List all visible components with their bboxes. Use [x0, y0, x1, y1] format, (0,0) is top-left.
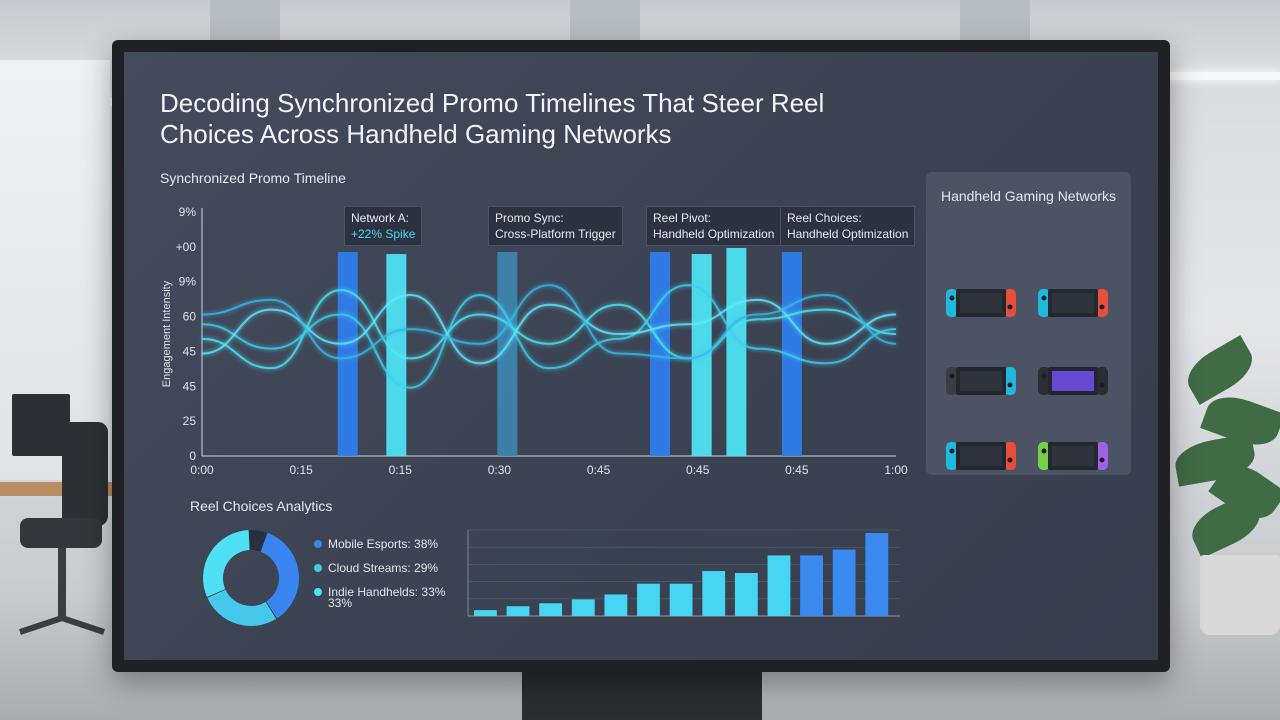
analytics-bar: [474, 610, 497, 616]
callout-title: Network A:: [351, 211, 410, 225]
engagement-wave-line: [201, 284, 897, 389]
analytics-bar: [865, 532, 889, 616]
callout-value: +22% Spike: [351, 227, 416, 241]
x-tick-label: 0:00: [190, 463, 214, 477]
timeline-label: Synchronized Promo Timeline: [160, 170, 346, 186]
x-tick-label: 0:15: [389, 463, 413, 477]
networks-panel: Handheld Gaming Networks: [926, 172, 1131, 475]
legend-item-mobile-esports: Mobile Esports: 38%: [314, 532, 464, 556]
callout-network-a: Network A: +22% Spike: [344, 206, 423, 246]
timeline-bar: [337, 252, 358, 456]
callout-title: Reel Pivot:: [653, 211, 712, 225]
x-tick-label: 0:45: [686, 463, 710, 477]
analytics-bar: [832, 549, 856, 616]
analytics-bar-chart: [467, 529, 900, 617]
analytics-bar: [604, 594, 628, 616]
legend-label: Cloud Streams: 29%: [328, 561, 439, 575]
legend-label: Indie Handhelds: 33%: [328, 585, 446, 599]
y-tick-label: 0: [189, 449, 196, 463]
timeline-chart: 0 25 45 45 60 9% +00 9% 0:00 0:15 0:15 0:30 0:45 0:45…: [161, 205, 908, 477]
x-tick-label: 0:45: [785, 463, 809, 477]
handheld-console-icon: [1038, 287, 1108, 319]
legend-item-cloud-streams: Cloud Streams: 29%: [314, 556, 464, 580]
y-tick-label: 9%: [179, 275, 197, 289]
handheld-console-icon: [946, 440, 1016, 472]
donut-slice: [207, 589, 277, 626]
handheld-console-icon: [946, 287, 1016, 319]
x-tick-label: 0:15: [289, 463, 313, 477]
plant-leaf: [1184, 491, 1268, 559]
analytics-bar: [571, 599, 595, 616]
analytics-bar: [669, 583, 693, 616]
analytics-bar: [506, 606, 530, 616]
callout-value: Cross-Platform Trigger: [495, 227, 616, 241]
donut-slice: [203, 530, 251, 598]
y-axis-label: Engagement Intensity: [161, 280, 173, 387]
callout-promo-sync: Promo Sync: Cross-Platform Trigger: [488, 206, 623, 246]
y-tick-label: 25: [183, 414, 197, 428]
donut-legend: Mobile Esports: 38% Cloud Streams: 29% I…: [314, 532, 464, 610]
y-tick-label: 60: [183, 310, 197, 324]
legend-dot: [314, 588, 322, 596]
analytics-bar: [800, 555, 823, 616]
y-tick-label: 9%: [179, 205, 197, 219]
timeline-bar: [726, 247, 747, 456]
callout-reel-pivot: Reel Pivot: Handheld Optimization: [646, 206, 782, 246]
analytics-bar: [539, 603, 563, 616]
ceiling-light: [1170, 72, 1280, 80]
legend-extra-value: 33%: [328, 596, 353, 610]
desk-monitor: [12, 394, 70, 456]
legend-dot: [314, 540, 322, 548]
callout-value: Handheld Optimization: [653, 227, 775, 241]
y-tick-label: 45: [183, 344, 197, 358]
legend-dot: [314, 564, 322, 572]
callout-title: Promo Sync:: [495, 211, 564, 225]
monitor-stand: [522, 668, 762, 720]
networks-title: Handheld Gaming Networks: [940, 188, 1117, 204]
handheld-console-icon: [946, 365, 1016, 397]
plant-leaf: [1179, 335, 1261, 405]
donut-slice: [260, 532, 299, 619]
engagement-wave-line: [201, 293, 897, 365]
analytics-bar: [767, 555, 791, 616]
callout-value: Handheld Optimization: [787, 227, 909, 241]
engagement-wave-line: [201, 289, 897, 370]
timeline-bar: [650, 252, 671, 456]
timeline-bar: [497, 252, 518, 456]
y-tick-label: 45: [183, 379, 197, 393]
plant-pot: [1200, 555, 1280, 635]
legend-label: Mobile Esports: 38%: [328, 537, 439, 551]
engagement-wave-line: [201, 284, 897, 360]
page-title: Decoding Synchronized Promo Timelines Th…: [160, 88, 825, 149]
y-tick-label: +00: [176, 240, 197, 254]
handheld-console-icon: [1038, 365, 1108, 397]
analytics-bar: [637, 583, 660, 616]
callout-title: Reel Choices:: [787, 211, 862, 225]
handheld-console-icon: [1038, 440, 1108, 472]
x-tick-label: 0:45: [587, 463, 611, 477]
analytics-label: Reel Choices Analytics: [190, 498, 333, 514]
x-tick-label: 1:00: [884, 463, 908, 477]
office-chair: [19, 422, 108, 635]
reel-choices-donut: [203, 530, 299, 626]
analytics-bar: [734, 573, 758, 616]
callout-reel-choices: Reel Choices: Handheld Optimization: [780, 206, 916, 246]
dashboard-screen: Decoding Synchronized Promo Timelines Th…: [124, 52, 1158, 660]
analytics-bar: [702, 571, 726, 616]
x-tick-label: 0:30: [488, 463, 512, 477]
legend-item-indie-handhelds: Indie Handhelds: 33%: [314, 580, 464, 604]
